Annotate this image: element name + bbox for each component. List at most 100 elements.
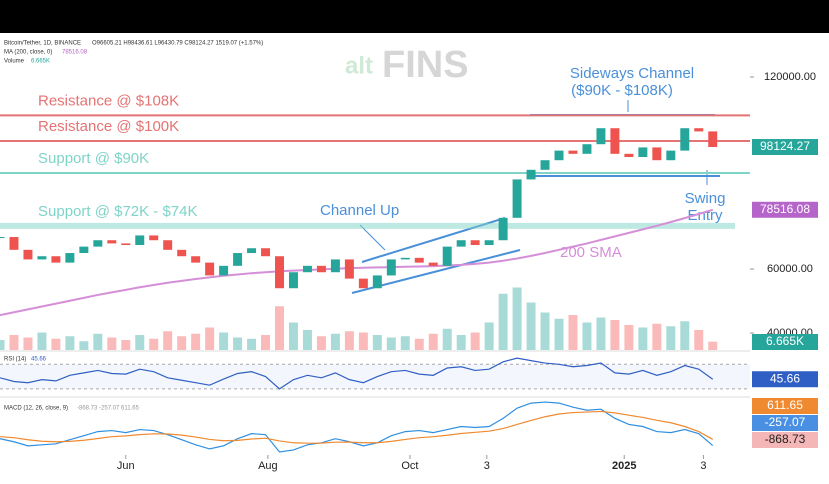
price-badge xyxy=(752,334,818,350)
candle xyxy=(302,265,312,273)
volume-bar xyxy=(302,330,312,350)
background xyxy=(0,33,829,484)
volume-bar xyxy=(568,315,578,350)
candle xyxy=(596,128,606,145)
volume-bar xyxy=(121,340,131,350)
candle xyxy=(582,144,592,154)
volume-bar xyxy=(358,332,368,350)
candle xyxy=(568,150,578,154)
candle xyxy=(484,240,494,246)
x-tick-label: Oct xyxy=(401,460,418,472)
volume-bar xyxy=(247,338,257,350)
candle xyxy=(638,147,648,158)
candle xyxy=(247,248,257,254)
volume-bar xyxy=(219,332,229,350)
volume-bar xyxy=(65,336,75,350)
legend-rsi-value: 45.66 xyxy=(31,357,47,363)
volume-bar xyxy=(23,337,33,350)
volume-bar xyxy=(177,336,187,350)
price-badge-label: -868.73 xyxy=(765,432,806,446)
candle xyxy=(526,169,536,180)
macd-line xyxy=(0,401,714,453)
sma-line xyxy=(0,208,714,317)
candle xyxy=(400,257,410,260)
volume-bar xyxy=(205,327,215,350)
candle xyxy=(540,160,550,170)
price-badge-label: 98124.27 xyxy=(760,139,810,153)
candle xyxy=(708,131,718,148)
candle xyxy=(456,240,466,247)
candle xyxy=(191,256,201,263)
volume-bar xyxy=(708,341,718,350)
candle xyxy=(344,259,354,279)
candle xyxy=(205,262,215,276)
volume-bar xyxy=(316,336,326,350)
legend-rsi: RSI (14) xyxy=(4,357,26,363)
volume-bar xyxy=(9,335,19,350)
annotation: Channel Up xyxy=(320,202,399,219)
volume-bar xyxy=(79,341,89,350)
logo: alt xyxy=(345,52,373,79)
candle xyxy=(428,262,438,266)
volume-bar xyxy=(400,336,410,350)
candle xyxy=(121,243,131,246)
volume-bar xyxy=(596,317,606,350)
volume-bar xyxy=(554,318,564,350)
candle xyxy=(177,249,187,257)
annotation: Swing xyxy=(685,190,726,207)
x-tick-label: 2025 xyxy=(612,460,636,472)
y-tick-label: 60000.00 xyxy=(767,263,813,275)
candle xyxy=(372,275,382,289)
candle xyxy=(414,257,424,263)
volume-bar xyxy=(261,335,271,350)
candle xyxy=(554,150,564,161)
annotation: ($90K - $108K) xyxy=(571,82,673,99)
volume-bar xyxy=(428,333,438,350)
volume-bar xyxy=(582,322,592,350)
volume-bar xyxy=(233,337,243,350)
candle xyxy=(261,248,271,257)
candle xyxy=(107,240,117,244)
volume-bar xyxy=(666,326,676,350)
candle xyxy=(470,240,480,246)
legend-volume: Volume xyxy=(4,59,25,65)
candle xyxy=(666,150,676,161)
volume-bar xyxy=(275,306,284,350)
volume-bar xyxy=(288,322,298,350)
volume-bar xyxy=(652,323,662,350)
level-label: Resistance @ $100K xyxy=(38,118,179,135)
volume-bar xyxy=(51,338,61,350)
volume-bar xyxy=(93,333,103,350)
candle xyxy=(93,240,103,247)
candle xyxy=(149,235,159,241)
volume-bar xyxy=(470,332,480,350)
volume-bar xyxy=(330,333,340,350)
volume-bar xyxy=(484,322,494,350)
volume-bar xyxy=(37,332,47,350)
candle xyxy=(23,249,33,260)
candle xyxy=(219,265,229,276)
annotation: Entry xyxy=(687,207,723,224)
legend-macd: MACD (12, 26, close, 9) xyxy=(4,406,68,412)
price-badge-label: -257.07 xyxy=(765,415,806,429)
candle xyxy=(610,128,620,154)
candle xyxy=(498,217,508,241)
x-tick-label: Aug xyxy=(258,460,278,472)
level-label: Support @ $72K - $74K xyxy=(38,203,198,220)
volume-bar xyxy=(0,340,5,350)
volume-bar xyxy=(163,331,173,350)
macd-line xyxy=(0,410,714,444)
volume-bar xyxy=(498,293,508,350)
volume-bar xyxy=(638,327,648,350)
price-badge xyxy=(752,415,818,431)
legend-symbol: Bitcoin/Tether, 1D, BINANCE xyxy=(4,41,81,47)
candle xyxy=(9,237,19,250)
volume-bar xyxy=(680,321,690,350)
candle xyxy=(624,153,634,158)
logo: FINS xyxy=(382,44,469,86)
volume-bar xyxy=(191,333,201,350)
legend-ma-value: 78516.08 xyxy=(62,50,88,56)
volume-bar xyxy=(624,325,634,350)
x-tick-label: 3 xyxy=(700,460,706,472)
